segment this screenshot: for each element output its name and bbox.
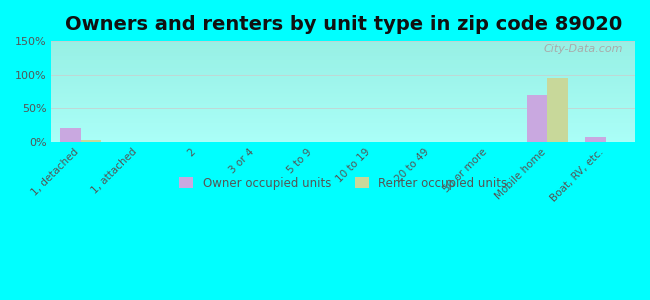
Legend: Owner occupied units, Renter occupied units: Owner occupied units, Renter occupied un… [174,172,512,194]
Bar [81,140,101,142]
Bar [527,95,547,142]
Bar [586,136,606,142]
Bar [60,128,81,142]
Bar [547,78,568,142]
Text: City-Data.com: City-Data.com [544,44,623,54]
Title: Owners and renters by unit type in zip code 89020: Owners and renters by unit type in zip c… [64,15,622,34]
